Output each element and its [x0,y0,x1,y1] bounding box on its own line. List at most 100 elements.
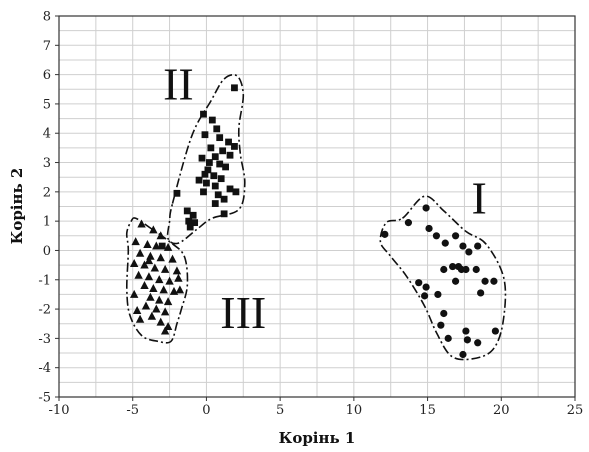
data-point-triangle [144,256,154,265]
data-point-square [226,185,234,193]
data-point-circle [422,204,430,212]
data-point-triangle [141,301,151,310]
cluster-outline-2 [166,73,246,245]
data-point-circle [437,321,445,329]
data-point-square [200,110,207,118]
data-point-square [211,153,219,161]
data-point-square [201,131,209,139]
data-point-square [210,172,218,180]
cluster-outlines [125,73,507,361]
x-tick-label: 25 [567,403,584,418]
data-point-triangle [169,286,179,295]
cluster-outline-1 [379,195,507,361]
data-point-triangle [160,326,170,335]
data-point-square [183,207,191,215]
data-point-circle [441,239,449,247]
data-point-triangle [129,259,139,268]
data-point-triangle [143,240,152,248]
data-point-circle [463,336,471,344]
data-point-square [213,125,221,133]
data-point-circle [465,248,473,256]
data-point-triangle [152,304,161,313]
data-point-square [207,144,215,152]
data-point-triangle [147,311,157,320]
data-point-circle [462,327,470,335]
data-point-triangle [156,253,165,262]
data-point-triangle [137,219,146,228]
data-point-triangle [152,241,161,250]
data-point-circle [462,265,470,274]
data-point-circle [440,309,448,318]
data-point-triangle [150,263,160,272]
y-tick-label: 2 [43,185,51,200]
x-tick-label: 5 [276,403,284,418]
data-point-triangle [135,248,145,257]
data-point-square [216,134,224,142]
data-point-triangle [155,275,164,284]
data-point-square [231,84,238,92]
y-tick-label: -4 [38,361,51,376]
data-point-square [219,147,227,155]
data-point-square [216,160,224,168]
data-point-square [220,210,228,218]
data-point-square [217,175,225,183]
data-point-circle [474,242,482,250]
data-point-triangle [146,292,155,301]
data-point-square [208,116,216,124]
data-point-circle [459,350,467,359]
data-point-triangle [160,307,170,316]
data-point-square [158,242,166,250]
data-point-circle [444,334,452,342]
data-point-circle [474,339,482,347]
cluster-label: III [220,287,266,338]
grid-lines [58,15,576,398]
data-point-triangle [168,254,177,263]
data-point-triangle [149,283,158,292]
data-point-triangle [134,270,143,279]
y-tick-label: -5 [38,391,51,406]
x-axis-label: Корінь 1 [279,429,356,447]
data-point-triangle [165,276,174,285]
data-point-circle [477,289,485,297]
data-point-square [205,159,213,166]
data-point-triangle [146,251,155,260]
data-point-circle [421,292,429,300]
y-tick-label: 6 [43,68,51,83]
data-point-circle [404,219,413,227]
y-tick-label: 7 [43,39,51,54]
data-point-circle [434,290,442,299]
data-point-triangle [172,266,182,275]
y-tick-label: 3 [43,156,51,171]
data-point-circle [449,262,457,271]
cluster-label: II [163,58,194,109]
data-point-circle [459,242,467,250]
data-point-triangle [132,305,142,314]
data-point-square [201,170,209,178]
data-point-circle [490,277,498,285]
data-point-square [232,188,240,196]
data-point-square [222,163,229,171]
data-point-triangle [155,295,164,304]
data-point-triangle [149,225,158,234]
x-tick-label: 0 [202,403,210,418]
y-tick-label: -1 [38,273,51,288]
data-point-circle [415,279,423,287]
data-point-square [211,200,219,207]
data-point-triangle [156,317,165,326]
data-point-square [214,191,222,199]
data-point-triangle [174,273,183,282]
data-point-triangle [163,297,173,306]
x-tick-label: -10 [49,403,70,418]
cluster-outline-3 [125,217,189,344]
x-axis-ticks: -10 -5 0 5 10 15 20 25 [49,397,584,418]
x-tick-label: 20 [493,403,510,418]
y-tick-label: 4 [43,127,51,142]
data-point-circle [432,232,441,240]
data-point-triangle [144,272,154,281]
x-tick-label: 15 [419,403,436,418]
y-axis-label: Корінь 2 [8,168,26,245]
x-tick-label: 10 [346,403,363,418]
y-tick-label: 8 [43,10,51,25]
